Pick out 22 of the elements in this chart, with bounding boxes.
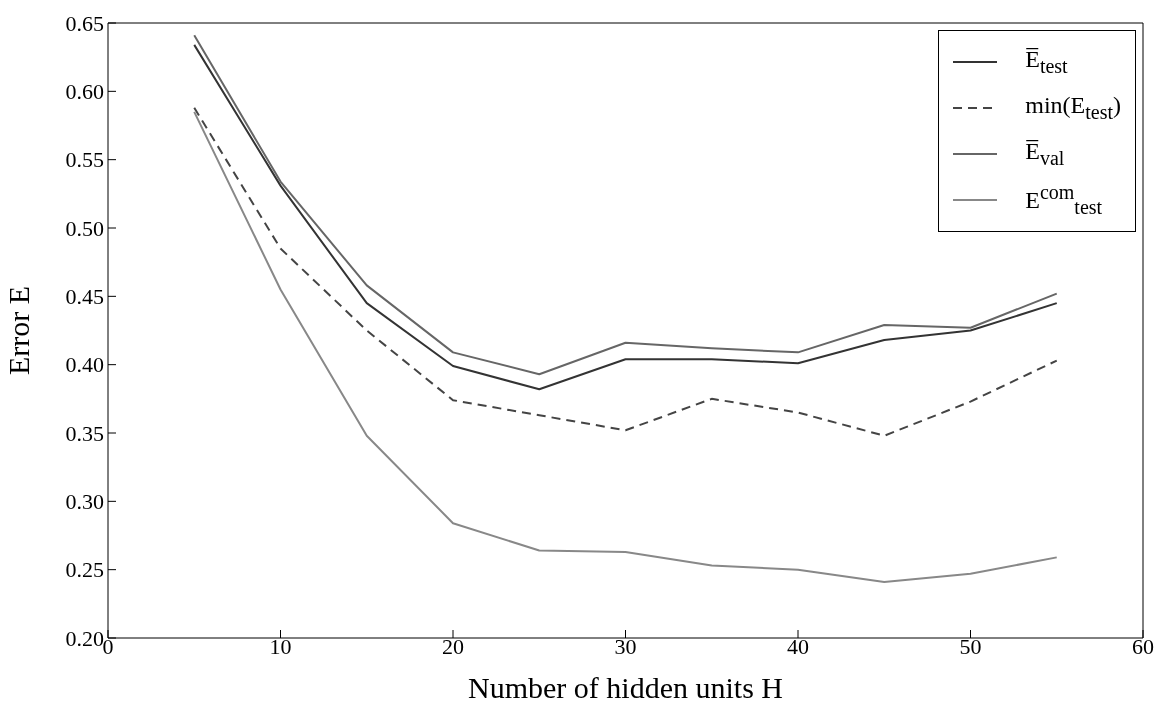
y-tick-label: 0.25 xyxy=(65,557,104,583)
y-tick-label: 0.45 xyxy=(65,284,104,310)
x-tick-label: 20 xyxy=(442,634,464,659)
x-tick-label: 0 xyxy=(102,634,114,659)
y-tick-label: 0.65 xyxy=(65,10,104,36)
x-tick-label: 10 xyxy=(269,634,292,659)
x-axis-title: Number of hidden units H xyxy=(468,671,783,704)
y-tick-label: 0.30 xyxy=(65,489,104,515)
legend-label: E̅$_{test}$ xyxy=(1025,46,1068,78)
x-tick-label: 30 xyxy=(614,634,637,659)
x-tick-label: 60 xyxy=(1132,634,1154,659)
x-tick-label: 40 xyxy=(787,634,809,659)
y-tick-label: 0.40 xyxy=(65,352,104,378)
y-tick-label: 0.55 xyxy=(65,147,104,173)
y-axis-title: Error E xyxy=(1,285,35,376)
legend-label: E̅$_{val}$ xyxy=(1025,138,1065,170)
y-tick-label: 0.60 xyxy=(65,79,104,105)
legend-label: min(E$_{test}$) xyxy=(1025,92,1121,124)
y-tick-label: 0.50 xyxy=(65,215,104,241)
y-tick-label: 0.20 xyxy=(65,625,104,651)
x-tick-label: 50 xyxy=(959,634,982,659)
y-tick-label: 0.35 xyxy=(65,420,104,446)
